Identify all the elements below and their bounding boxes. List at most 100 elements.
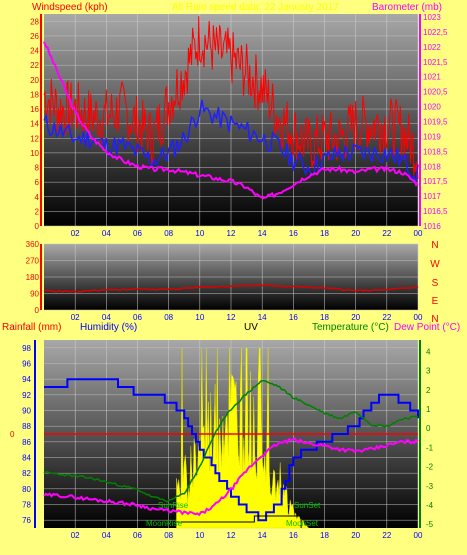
direction-tick-label: 0 [35, 306, 40, 315]
barometer-tick-label: 1017 [423, 192, 441, 201]
x-tick-label: 04 [102, 531, 111, 540]
x-tick-label: 16 [289, 229, 298, 238]
compass-label: N [431, 240, 438, 251]
x-tick-label: 12 [227, 531, 236, 540]
temperature-series-line [43, 379, 419, 503]
direction-tick-label: 180 [26, 273, 40, 282]
temperature-tick-label: -2 [426, 463, 434, 472]
x-tick-label: 06 [133, 313, 142, 322]
uv-axis-label: UV [244, 322, 258, 333]
windspeed-tick-label: 24 [30, 47, 39, 56]
x-tick-label: 12 [227, 229, 236, 238]
x-tick-label: 10 [195, 531, 204, 540]
x-tick-label: 10 [195, 229, 204, 238]
barometer-tick-label: 1017,5 [423, 177, 448, 186]
windspeed-tick-label: 14 [30, 120, 39, 129]
barometer-axis-label: Barometer (mb) [372, 2, 442, 13]
x-tick-label: 20 [351, 229, 360, 238]
x-tick-label: 22 [382, 313, 391, 322]
barometer-tick-label: 1023 [423, 13, 441, 22]
x-tick-label: 18 [320, 313, 329, 322]
direction-tick-label: 360 [26, 240, 40, 249]
x-tick-label: 00 [414, 229, 423, 238]
dewpoint-series-line [43, 436, 419, 517]
windspeed-axis-label: Windspeed (kph) [32, 2, 108, 13]
humidity-tick-label: 80 [22, 485, 31, 494]
barometer-tick-label: 1020 [423, 103, 441, 112]
temperature-axis-label: Temperature (°C) [312, 322, 389, 333]
moon-track [172, 515, 302, 528]
x-tick-label: 02 [71, 313, 80, 322]
temperature-tick-label: -5 [426, 520, 434, 529]
humidity-tick-label: 92 [22, 391, 31, 400]
x-tick-label: 08 [164, 313, 173, 322]
barometer-tick-label: 1022,5 [423, 28, 448, 37]
windspeed-tick-label: 20 [30, 76, 39, 85]
temperature-tick-label: -3 [426, 482, 434, 491]
x-tick-label: 18 [320, 531, 329, 540]
barometer-tick-label: 1022 [423, 43, 441, 52]
x-tick-label: 20 [351, 313, 360, 322]
humidity-tick-label: 98 [22, 344, 31, 353]
windspeed-tick-label: 6 [35, 178, 40, 187]
windspeed-tick-label: 4 [35, 193, 40, 202]
temperature-tick-label: -4 [426, 501, 434, 510]
x-tick-label: 06 [133, 229, 142, 238]
dewpoint-axis-label: Dew Point (°C) [394, 322, 460, 333]
temperature-tick-label: 2 [426, 386, 431, 395]
temperature-tick-label: 0 [426, 424, 431, 433]
x-tick-label: 14 [258, 313, 267, 322]
uv-area [176, 347, 310, 529]
barometer-tick-label: 1018 [423, 162, 441, 171]
barometer-tick-label: 1018,5 [423, 147, 448, 156]
sunset-label: SunSet [294, 501, 321, 510]
rainfall-zero-label: 0 [10, 430, 15, 439]
moonrise-label: MoonRise [146, 519, 183, 528]
windspeed-tick-label: 12 [30, 134, 39, 143]
direction-tick-label: 90 [30, 290, 39, 299]
gust-series-line [43, 16, 419, 179]
sunrise-label: SunRise [158, 501, 189, 510]
x-tick-label: 02 [71, 229, 80, 238]
humidity-tick-label: 84 [22, 454, 31, 463]
barometer-tick-label: 1020,5 [423, 88, 448, 97]
compass-label: S [432, 278, 439, 289]
x-tick-label: 12 [227, 313, 236, 322]
humidity-tick-label: 78 [22, 501, 31, 510]
windspeed-tick-label: 16 [30, 105, 39, 114]
x-tick-label: 20 [351, 531, 360, 540]
humidity-tick-label: 76 [22, 516, 31, 525]
x-tick-label: 16 [289, 313, 298, 322]
compass-label: N [431, 314, 438, 325]
x-tick-label: 14 [258, 229, 267, 238]
barometer-tick-label: 1016 [423, 222, 441, 231]
x-tick-label: 22 [382, 531, 391, 540]
barometer-tick-label: 1016,5 [423, 207, 448, 216]
windspeed-tick-label: 2 [35, 207, 40, 216]
temperature-tick-label: 4 [426, 348, 431, 357]
barometer-tick-label: 1019 [423, 132, 441, 141]
barometer-tick-label: 1019,5 [423, 117, 448, 126]
x-tick-label: 06 [133, 531, 142, 540]
windspeed-tick-label: 8 [35, 164, 40, 173]
barometer-tick-label: 1021 [423, 73, 441, 82]
x-tick-label: 04 [102, 229, 111, 238]
humidity-tick-label: 94 [22, 375, 31, 384]
x-tick-label: 16 [289, 531, 298, 540]
compass-label: E [432, 296, 439, 307]
temperature-tick-label: 3 [426, 367, 431, 376]
windspeed-tick-label: 18 [30, 90, 39, 99]
x-tick-label: 18 [320, 229, 329, 238]
x-tick-label: 10 [195, 313, 204, 322]
barometer-series-line [43, 41, 419, 200]
x-tick-label: 22 [382, 229, 391, 238]
humidity-tick-label: 96 [22, 360, 31, 369]
direction-tick-label: 270 [26, 257, 40, 266]
rainfall-axis-label: Rainfall (mm) [2, 322, 61, 333]
x-tick-label: 08 [164, 531, 173, 540]
moonset-label: MoonSet [286, 519, 319, 528]
windspeed-tick-label: 22 [30, 61, 39, 70]
humidity-axis-label: Humidity (%) [80, 322, 137, 333]
humidity-series-line [44, 378, 419, 522]
